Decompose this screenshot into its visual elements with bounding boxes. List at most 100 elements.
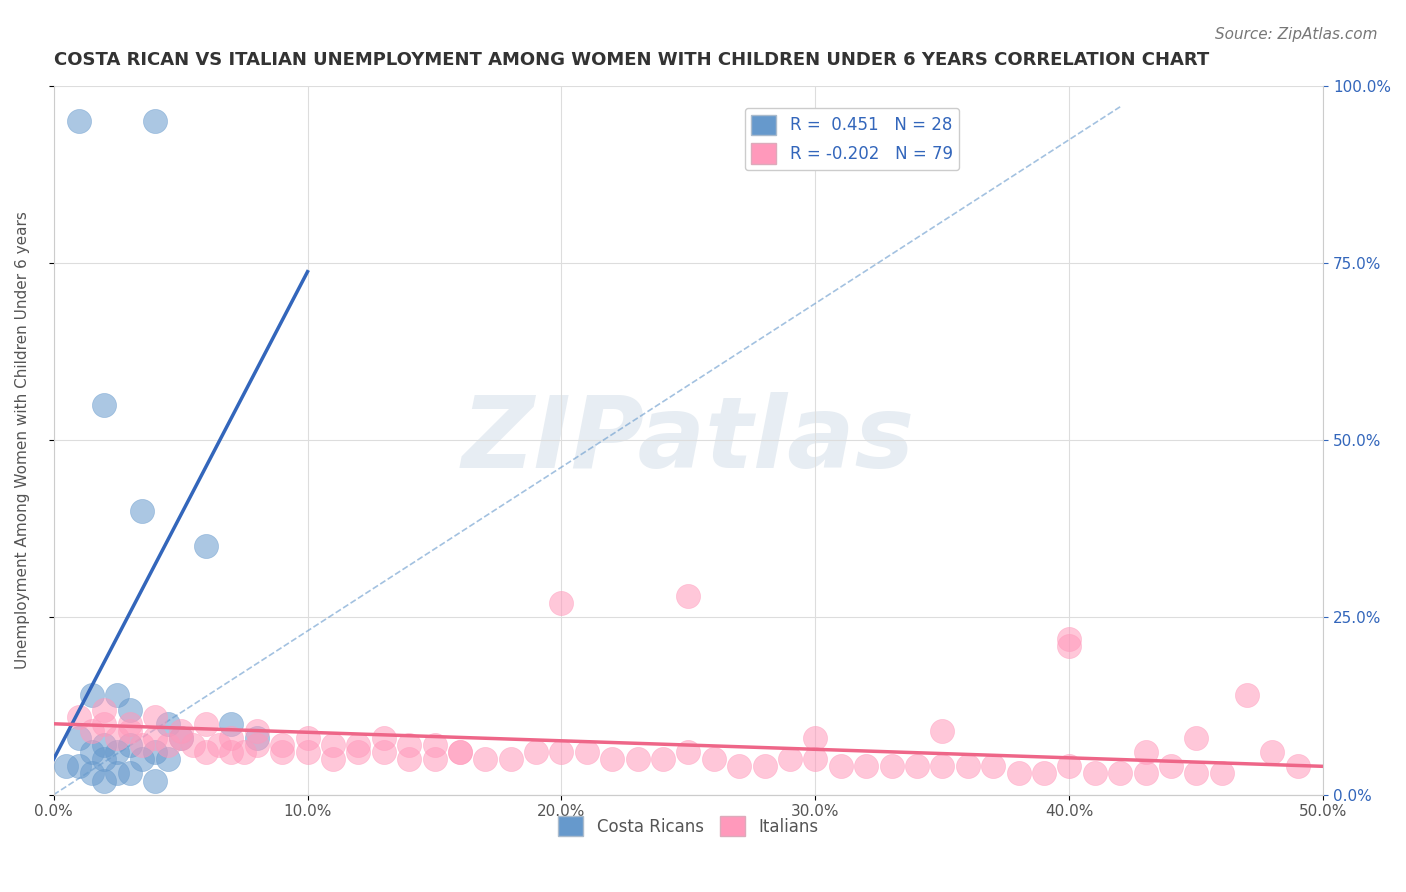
- Point: [1160, 759, 1182, 773]
- Point: [880, 759, 903, 773]
- Point: [105, 766, 128, 780]
- Point: [373, 745, 395, 759]
- Point: [105, 745, 128, 759]
- Point: [118, 716, 141, 731]
- Point: [105, 731, 128, 745]
- Point: [779, 752, 801, 766]
- Point: [931, 759, 953, 773]
- Point: [67, 709, 90, 723]
- Point: [221, 745, 243, 759]
- Point: [956, 759, 979, 773]
- Point: [474, 752, 496, 766]
- Point: [550, 596, 572, 610]
- Point: [131, 504, 153, 518]
- Point: [804, 752, 827, 766]
- Point: [600, 752, 623, 766]
- Point: [627, 752, 650, 766]
- Point: [143, 773, 166, 788]
- Point: [703, 752, 725, 766]
- Point: [67, 731, 90, 745]
- Point: [169, 731, 191, 745]
- Point: [105, 689, 128, 703]
- Point: [118, 738, 141, 752]
- Point: [93, 752, 115, 766]
- Point: [1135, 766, 1157, 780]
- Point: [373, 731, 395, 745]
- Point: [131, 752, 153, 766]
- Point: [754, 759, 776, 773]
- Point: [322, 738, 344, 752]
- Point: [118, 703, 141, 717]
- Point: [423, 752, 446, 766]
- Point: [80, 689, 103, 703]
- Point: [423, 738, 446, 752]
- Point: [80, 745, 103, 759]
- Point: [855, 759, 877, 773]
- Point: [1261, 745, 1284, 759]
- Point: [804, 731, 827, 745]
- Point: [194, 540, 217, 554]
- Point: [1211, 766, 1233, 780]
- Point: [297, 731, 319, 745]
- Text: Source: ZipAtlas.com: Source: ZipAtlas.com: [1215, 27, 1378, 42]
- Point: [93, 773, 115, 788]
- Point: [221, 716, 243, 731]
- Point: [981, 759, 1004, 773]
- Point: [80, 723, 103, 738]
- Point: [67, 759, 90, 773]
- Point: [156, 716, 179, 731]
- Point: [143, 731, 166, 745]
- Point: [1007, 766, 1029, 780]
- Point: [221, 731, 243, 745]
- Point: [169, 731, 191, 745]
- Point: [1286, 759, 1309, 773]
- Point: [246, 738, 269, 752]
- Point: [347, 738, 370, 752]
- Point: [246, 731, 269, 745]
- Point: [398, 738, 420, 752]
- Point: [905, 759, 928, 773]
- Point: [118, 766, 141, 780]
- Point: [1236, 689, 1258, 703]
- Point: [575, 745, 598, 759]
- Point: [93, 716, 115, 731]
- Point: [67, 114, 90, 128]
- Text: ZIPatlas: ZIPatlas: [463, 392, 915, 489]
- Point: [678, 589, 700, 603]
- Point: [830, 759, 852, 773]
- Point: [271, 738, 294, 752]
- Point: [1059, 639, 1081, 653]
- Point: [347, 745, 370, 759]
- Point: [1032, 766, 1054, 780]
- Point: [271, 745, 294, 759]
- Point: [55, 759, 77, 773]
- Point: [1059, 632, 1081, 646]
- Point: [1185, 766, 1208, 780]
- Point: [156, 738, 179, 752]
- Y-axis label: Unemployment Among Women with Children Under 6 years: Unemployment Among Women with Children U…: [15, 211, 30, 669]
- Point: [449, 745, 471, 759]
- Point: [93, 398, 115, 412]
- Point: [550, 745, 572, 759]
- Point: [194, 716, 217, 731]
- Point: [398, 752, 420, 766]
- Point: [678, 745, 700, 759]
- Point: [931, 723, 953, 738]
- Point: [449, 745, 471, 759]
- Point: [524, 745, 547, 759]
- Point: [1084, 766, 1107, 780]
- Point: [118, 723, 141, 738]
- Point: [1185, 731, 1208, 745]
- Point: [143, 114, 166, 128]
- Point: [143, 745, 166, 759]
- Point: [1109, 766, 1132, 780]
- Point: [80, 766, 103, 780]
- Point: [208, 738, 231, 752]
- Point: [728, 759, 751, 773]
- Point: [1135, 745, 1157, 759]
- Point: [143, 709, 166, 723]
- Text: COSTA RICAN VS ITALIAN UNEMPLOYMENT AMONG WOMEN WITH CHILDREN UNDER 6 YEARS CORR: COSTA RICAN VS ITALIAN UNEMPLOYMENT AMON…: [53, 51, 1209, 69]
- Point: [181, 738, 204, 752]
- Point: [93, 703, 115, 717]
- Point: [322, 752, 344, 766]
